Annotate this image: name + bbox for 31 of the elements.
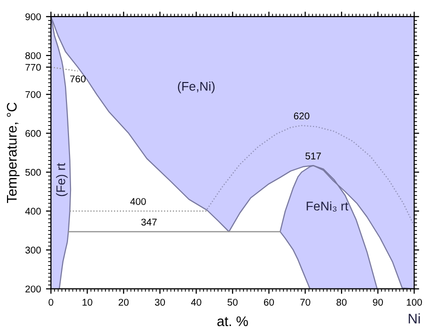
x-tick-label: 10 xyxy=(82,298,92,306)
annotation: (Fe,Ni) xyxy=(178,82,215,94)
y-tick-label: 300 xyxy=(25,246,41,254)
x-tick-label: 80 xyxy=(336,298,347,306)
x-tick-label: 20 xyxy=(118,298,129,306)
annotation: 517 xyxy=(306,152,321,160)
y-tick-label: 200 xyxy=(25,286,41,292)
annotation: FeNi₃ rt xyxy=(306,201,348,212)
x-tick-label: 60 xyxy=(264,298,274,306)
x-tick-label: 40 xyxy=(191,298,202,306)
y-tick-label: 900 xyxy=(25,13,41,20)
y-tick-label: 500 xyxy=(25,168,41,176)
x-tick-label: 0 xyxy=(48,298,54,306)
x-tick-label: 90 xyxy=(372,298,383,306)
x-tick-label: 70 xyxy=(300,298,310,306)
x-axis-title: at. % xyxy=(217,316,248,326)
y-axis-title: Temperature, °C xyxy=(6,102,20,204)
y-tick-label: 600 xyxy=(25,130,41,137)
annotation: 347 xyxy=(141,218,157,226)
x-tick-label: 50 xyxy=(228,298,238,306)
annotation: 760 xyxy=(70,75,86,82)
y-tick-label: 700 xyxy=(26,91,41,98)
y-tick-label: 400 xyxy=(25,208,41,215)
y-tick-label: 770 xyxy=(26,64,41,71)
x-tick-label: 30 xyxy=(154,298,165,306)
annotation: 620 xyxy=(294,112,310,120)
y-tick-label: 800 xyxy=(25,52,41,60)
x-tick-label: 100 xyxy=(406,298,422,306)
annotation: 400 xyxy=(130,198,146,205)
text: Ni xyxy=(408,313,420,324)
annotation: (Fe) rt xyxy=(56,163,68,196)
